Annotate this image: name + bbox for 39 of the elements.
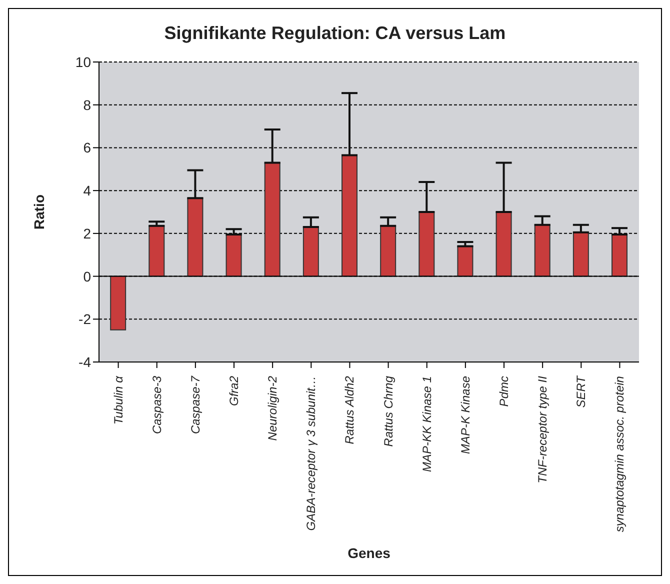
x-tick-label: Rattus Aldh2 bbox=[342, 376, 357, 444]
x-tick-label: Pdmc bbox=[497, 376, 511, 407]
x-tick-label: MAP-KK Kinase 1 bbox=[420, 376, 434, 472]
bar bbox=[148, 225, 165, 277]
y-tick-label: 10 bbox=[75, 54, 92, 70]
x-tick-label: SERT bbox=[574, 374, 588, 408]
bar bbox=[418, 212, 435, 277]
x-tick-label: MAP-K Kinase bbox=[458, 376, 472, 454]
bar bbox=[496, 212, 512, 277]
chart-title: Signifikante Regulation: CA versus Lam bbox=[163, 22, 507, 45]
bar bbox=[457, 246, 474, 277]
y-tick-label: 6 bbox=[83, 140, 92, 156]
bar bbox=[110, 276, 126, 330]
y-tick-label: -4 bbox=[78, 354, 92, 370]
y-tick-label: 0 bbox=[83, 268, 92, 284]
bar bbox=[264, 162, 280, 277]
y-tick-label: 8 bbox=[83, 96, 92, 113]
y-tick-label: -2 bbox=[78, 311, 92, 328]
x-axis-title: Genes bbox=[348, 545, 391, 561]
x-tick-label: Neuroligin-2 bbox=[266, 376, 280, 441]
bar bbox=[380, 225, 396, 277]
y-tick-label: 4 bbox=[83, 182, 92, 199]
x-tick-label: Caspase-7 bbox=[188, 374, 202, 434]
bar bbox=[226, 234, 242, 277]
bar bbox=[612, 234, 628, 277]
x-tick-label: TNF-receptor type II bbox=[536, 375, 550, 484]
bar bbox=[534, 224, 550, 277]
x-tick-label: Tubulin α bbox=[111, 374, 126, 425]
x-tick-label: GABA-receptor γ 3 subunit… bbox=[304, 376, 318, 531]
bar bbox=[187, 198, 204, 277]
x-tick-label: Caspase-3 bbox=[150, 376, 164, 434]
x-tick-label: Rattus Chrng bbox=[381, 376, 396, 447]
y-tick-label: 2 bbox=[83, 225, 92, 242]
y-axis-title: Ratio bbox=[30, 194, 47, 230]
x-tick-label: Gfra2 bbox=[227, 376, 241, 406]
x-tick-label: synaptotagmin assoc. protein bbox=[612, 376, 627, 532]
bar bbox=[302, 226, 319, 277]
bar bbox=[342, 154, 358, 277]
bar bbox=[572, 232, 589, 277]
